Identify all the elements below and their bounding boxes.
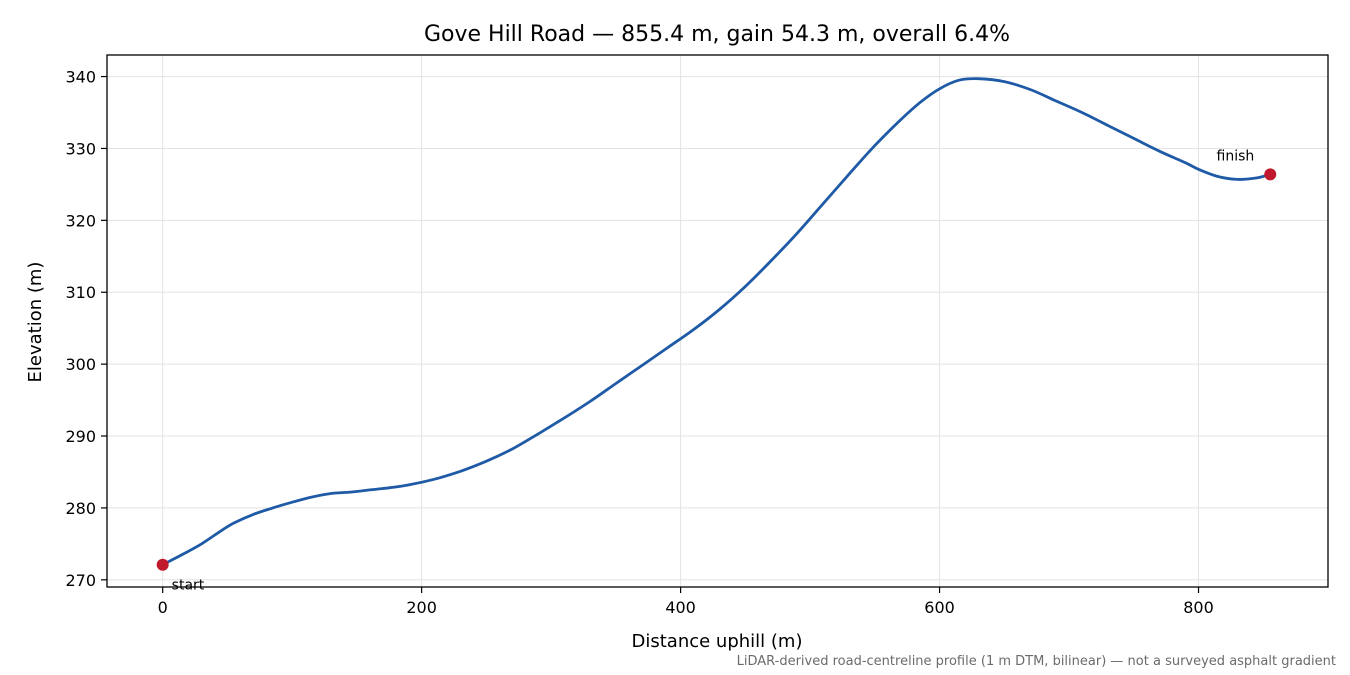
chart-title: Gove Hill Road — 855.4 m, gain 54.3 m, o… [424, 22, 1010, 47]
y-tick-label: 340 [65, 68, 96, 87]
finish-label: finish [1217, 148, 1255, 164]
y-tick-label: 320 [65, 211, 96, 230]
x-tick-label: 0 [158, 598, 168, 617]
y-tick-label: 270 [65, 571, 96, 590]
endpoint-markers: start finish [156, 148, 1277, 594]
finish-marker [1264, 168, 1277, 181]
y-tick-label: 290 [65, 427, 96, 446]
y-axis-label: Elevation (m) [25, 262, 46, 383]
grid-lines [107, 55, 1328, 587]
x-tick-label: 400 [665, 598, 696, 617]
plot-frame [106, 54, 1329, 588]
start-marker [156, 558, 169, 571]
x-tick-label: 800 [1183, 598, 1214, 617]
elevation-series-line [161, 77, 1272, 567]
x-axis-label: Distance uphill (m) [632, 631, 803, 652]
y-tick-label: 280 [65, 499, 96, 518]
x-axis-ticks: 0 200 400 600 800 [158, 587, 1214, 617]
start-label: start [172, 578, 205, 594]
y-axis-ticks: 270 280 290 300 310 320 330 340 [65, 68, 107, 590]
chart-footnote: LiDAR-derived road-centreline profile (1… [737, 654, 1336, 669]
x-tick-label: 200 [406, 598, 437, 617]
x-tick-label: 600 [924, 598, 955, 617]
y-tick-label: 310 [65, 283, 96, 302]
y-tick-label: 330 [65, 139, 96, 158]
y-tick-label: 300 [65, 355, 96, 374]
